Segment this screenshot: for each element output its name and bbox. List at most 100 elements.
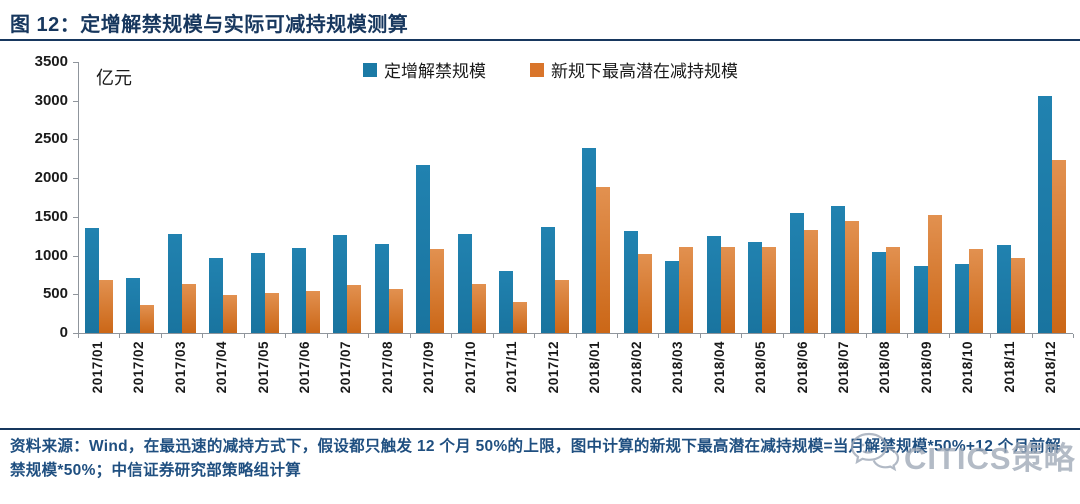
y-axis-tick-label: 2500	[34, 130, 68, 148]
x-axis-tick	[1031, 334, 1033, 338]
y-axis-tick	[73, 139, 78, 141]
x-axis-tick	[534, 334, 536, 338]
y-axis-tick	[73, 216, 78, 218]
legend-label: 新规下最高潜在减持规模	[551, 62, 738, 81]
x-axis-tick-label: 2017/06	[297, 341, 313, 394]
bar-unlock-2018/11	[996, 245, 1011, 333]
x-axis-tick	[492, 334, 494, 338]
x-axis-tick	[782, 334, 784, 338]
x-axis-tick-label: 2018/08	[877, 341, 893, 394]
x-axis-tick-label: 2017/11	[504, 341, 520, 393]
bar-reduction-2017/10	[471, 284, 486, 333]
bar-reduction-2017/11	[513, 302, 528, 333]
x-axis-tick-label: 2018/06	[794, 341, 810, 394]
bar-unlock-2017/01	[84, 228, 99, 333]
bar-reduction-2017/03	[181, 284, 196, 333]
x-axis-tick	[368, 334, 370, 338]
bar-reduction-2017/05	[264, 293, 279, 333]
y-axis-tick	[73, 100, 78, 102]
bar-reduction-2017/09	[430, 249, 445, 333]
x-axis-tick	[409, 334, 411, 338]
x-axis-tick-label: 2018/04	[711, 341, 727, 394]
bar-reduction-2018/05	[762, 247, 777, 333]
chart-legend: 定增解禁规模 新规下最高潜在减持规模	[363, 57, 738, 82]
bar-unlock-2017/05	[250, 253, 265, 333]
bar-unlock-2018/04	[706, 236, 721, 333]
y-axis-tick-label: 2000	[34, 169, 68, 187]
y-axis-unit-label: 亿元	[96, 68, 132, 88]
bar-reduction-2018/11	[1010, 258, 1025, 333]
bar-reduction-2018/06	[803, 230, 818, 333]
x-axis-tick	[202, 334, 204, 338]
y-axis-tick-label: 3000	[34, 91, 68, 109]
bar-reduction-2018/12	[1052, 160, 1067, 333]
x-axis-tick-label: 2017/09	[421, 341, 437, 394]
bar-unlock-2017/10	[457, 234, 472, 333]
legend-entry-issuance-unlock: 定增解禁规模	[363, 57, 486, 82]
bar-unlock-2017/06	[292, 248, 307, 333]
x-axis-tick	[824, 334, 826, 338]
bar-unlock-2017/07	[333, 235, 348, 333]
y-axis-tick-label: 1500	[34, 207, 68, 225]
x-axis-tick-label: 2017/01	[89, 341, 105, 394]
y-axis-tick-label: 1000	[34, 246, 68, 264]
legend-label: 定增解禁规模	[384, 62, 486, 81]
bar-unlock-2017/11	[499, 271, 514, 333]
x-axis-tick	[699, 334, 701, 338]
bar-unlock-2017/02	[126, 278, 141, 333]
x-axis-tick-label: 2018/03	[670, 341, 686, 394]
bar-unlock-2018/07	[830, 206, 845, 333]
bar-unlock-2017/03	[167, 234, 182, 333]
y-axis-line	[78, 62, 79, 333]
y-axis-tick	[73, 294, 78, 296]
bar-reduction-2017/07	[347, 285, 362, 333]
x-axis-tick-label: 2017/08	[379, 341, 395, 394]
bar-unlock-2018/05	[748, 242, 763, 333]
x-axis-tick-label: 2017/03	[172, 341, 188, 394]
x-axis-tick-label: 2017/04	[214, 341, 230, 394]
bar-unlock-2018/10	[955, 264, 970, 333]
bar-unlock-2017/08	[374, 244, 389, 333]
bar-reduction-2018/04	[720, 247, 735, 333]
x-axis-tick-label: 2018/09	[918, 341, 934, 394]
y-axis-tick	[73, 62, 78, 63]
bar-unlock-2018/12	[1038, 96, 1053, 333]
bar-reduction-2018/09	[927, 215, 942, 333]
x-axis-tick	[575, 334, 577, 338]
page-title: 图 12：定增解禁规模与实际可减持规模测算	[10, 14, 409, 36]
x-axis-tick-label: 2017/05	[255, 341, 271, 394]
bar-reduction-2017/08	[388, 289, 403, 333]
x-axis-tick	[616, 334, 618, 338]
bar-unlock-2018/06	[789, 213, 804, 333]
x-axis-tick-label: 2017/12	[545, 341, 561, 394]
x-axis-tick-label: 2017/02	[131, 341, 147, 394]
bar-reduction-2018/07	[844, 221, 859, 333]
y-axis-tick	[73, 255, 78, 257]
x-axis-line	[78, 333, 1073, 334]
x-axis-tick-label: 2018/02	[628, 341, 644, 394]
y-axis-tick-label: 3500	[34, 53, 68, 70]
x-axis-tick	[451, 334, 453, 338]
legend-swatch-orange-icon	[530, 62, 544, 77]
legend-swatch-blue-icon	[363, 62, 377, 77]
x-axis-tick	[990, 334, 992, 338]
bar-unlock-2018/03	[665, 261, 680, 333]
x-axis-tick	[865, 334, 867, 338]
x-axis-tick-label: 2017/10	[462, 341, 478, 394]
bar-unlock-2018/01	[582, 148, 597, 333]
x-axis-tick	[119, 334, 121, 338]
x-axis-tick-label: 2018/07	[835, 341, 851, 394]
x-axis-tick-label: 2017/07	[338, 341, 354, 394]
bar-reduction-2017/04	[223, 295, 238, 333]
y-axis-tick-label: 500	[42, 285, 68, 303]
x-axis-tick	[1073, 334, 1074, 338]
bar-unlock-2018/09	[913, 266, 928, 333]
x-axis-tick	[160, 334, 162, 338]
x-axis-tick-label: 2018/01	[587, 341, 603, 394]
x-axis-tick	[741, 334, 743, 338]
x-axis-tick	[658, 334, 660, 338]
bar-reduction-2018/02	[637, 254, 652, 333]
bar-reduction-2017/02	[140, 305, 155, 333]
footer-divider	[0, 428, 1080, 430]
y-axis-tick	[73, 333, 78, 334]
